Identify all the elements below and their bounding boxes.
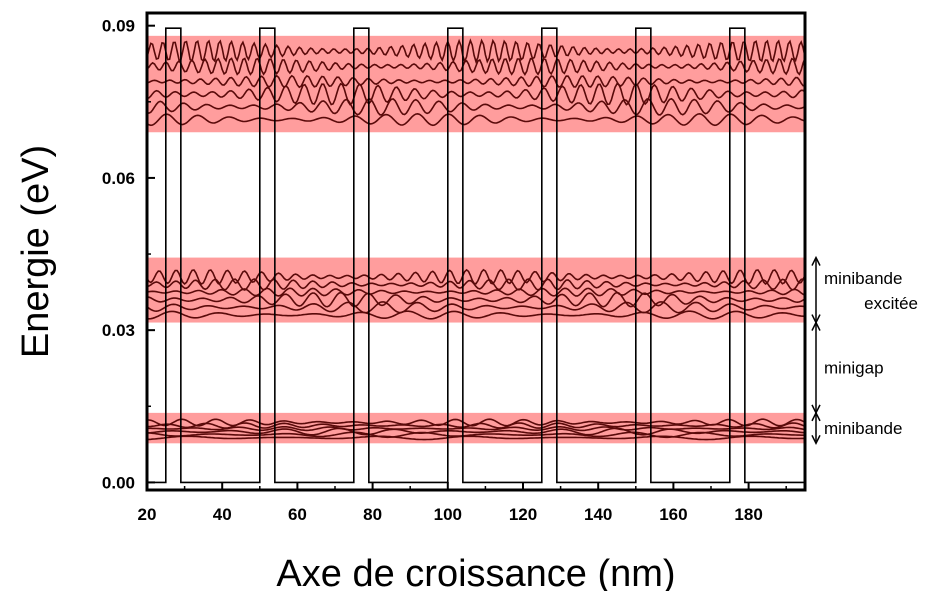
wavefunction-band3-level4 bbox=[146, 74, 805, 89]
wavefunction-band1-level4 bbox=[146, 426, 806, 432]
x-tick-label: 100 bbox=[434, 505, 462, 524]
wavefunction-band2-level4 bbox=[146, 287, 806, 297]
wavefunction-band3-level3 bbox=[146, 82, 806, 106]
wavefunction-band1-level5 bbox=[147, 422, 806, 429]
wavefunction-band2-level1 bbox=[146, 310, 806, 320]
wavefunction-band1-level6 bbox=[147, 418, 806, 427]
x-tick-label: 80 bbox=[363, 505, 382, 524]
x-axis-title: Axe de croissance (nm) bbox=[276, 553, 675, 591]
annotation-label-1: minibande bbox=[824, 419, 902, 438]
annotation-label-3-line-1: minibande bbox=[824, 269, 902, 288]
x-tick-label: 60 bbox=[288, 505, 307, 524]
wavefunction-band3-level6 bbox=[146, 38, 806, 64]
wavefunction-band2-level5 bbox=[146, 278, 806, 291]
x-tick-label: 40 bbox=[213, 505, 232, 524]
annotation-arrow-2 bbox=[811, 320, 821, 415]
bands-layer bbox=[147, 35, 805, 444]
wavefunction-band3-level5 bbox=[146, 57, 806, 77]
annotations-layer: minibande minigap minibande excitée bbox=[811, 255, 918, 445]
annotation-label-3-line-2: excitée bbox=[864, 294, 918, 313]
wavefunction-band1-level3 bbox=[146, 427, 806, 436]
x-tick-label: 120 bbox=[509, 505, 537, 524]
y-tick-label: 0.00 bbox=[102, 473, 135, 492]
annotation-arrow-3 bbox=[811, 255, 821, 325]
wavefunction-band2-level2 bbox=[146, 301, 806, 314]
annotation-label-2: minigap bbox=[824, 359, 884, 378]
ticks-layer: 20 40 60 80 100 120 140 160 180 0.00 0.03 0.06 0.09 bbox=[102, 17, 787, 524]
y-tick-label: 0.03 bbox=[102, 321, 135, 340]
y-axis-title: Energie (eV) bbox=[15, 145, 57, 358]
x-tick-label: 160 bbox=[659, 505, 687, 524]
wavefunction-band1-level1 bbox=[146, 435, 805, 441]
y-tick-label: 0.09 bbox=[102, 17, 135, 36]
wavefunction-band3-level2 bbox=[146, 97, 806, 116]
wavefunction-band2-level6 bbox=[146, 268, 806, 286]
potential-profile bbox=[147, 27, 805, 484]
annotation-arrow-1 bbox=[811, 411, 821, 445]
plot-frame bbox=[145, 11, 807, 492]
y-tick-label: 0.06 bbox=[102, 169, 135, 188]
x-tick-label: 180 bbox=[734, 505, 762, 524]
x-tick-label: 20 bbox=[138, 505, 157, 524]
wavefunctions-layer bbox=[146, 38, 806, 441]
potential-layer bbox=[147, 27, 805, 484]
x-tick-label: 140 bbox=[584, 505, 612, 524]
wavefunction-band3-level1 bbox=[146, 112, 806, 127]
